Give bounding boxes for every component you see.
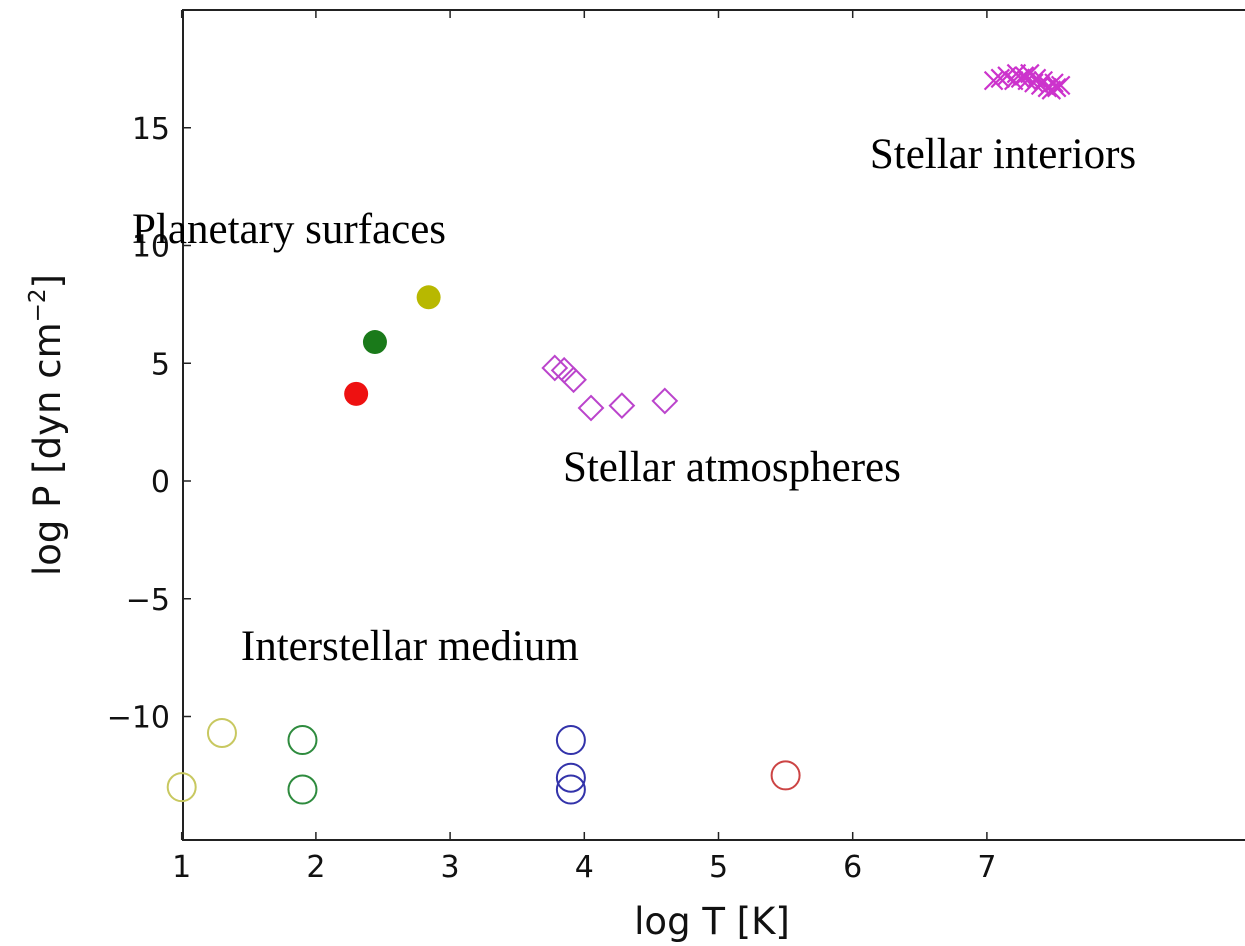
annotation-atmospheres: Stellar atmospheres <box>563 444 901 491</box>
annotation-interiors: Stellar interiors <box>870 131 1136 178</box>
data-point-open-diamond <box>651 387 679 415</box>
data-point-open-circle <box>166 772 197 803</box>
data-point-open-diamond <box>608 392 636 420</box>
y-axis-title-close: ] <box>26 274 69 288</box>
y-tick-label: 10 <box>132 230 170 265</box>
data-point-open-circle <box>555 774 586 805</box>
data-point-filled-circle <box>344 381 369 406</box>
x-tick-label: 3 <box>441 850 460 885</box>
data-points <box>166 63 1071 805</box>
x-tick-label: 2 <box>306 850 325 885</box>
x-tick-label: 4 <box>575 850 594 885</box>
data-point-x <box>1046 77 1067 98</box>
data-point-x <box>1044 73 1064 93</box>
y-tick-label: −5 <box>126 583 170 618</box>
annotation-ism: Interstellar medium <box>241 623 579 670</box>
y-tick-label: 15 <box>132 112 170 147</box>
data-point-open-diamond <box>577 394 605 422</box>
data-point-open-diamond <box>560 366 587 394</box>
data-point-open-circle <box>555 762 586 793</box>
x-tick-label: 7 <box>977 850 996 885</box>
annotation-planetary: Planetary surfaces <box>132 206 446 253</box>
plot-frame <box>182 9 1245 841</box>
data-point-x <box>1050 75 1071 96</box>
y-tick-label: 5 <box>151 347 170 382</box>
y-axis-title-exponent: −2 <box>25 288 51 322</box>
data-point-x <box>1010 68 1031 89</box>
data-point-x <box>1014 66 1035 86</box>
x-tick-label: 5 <box>709 850 728 885</box>
data-point-open-circle <box>206 717 237 748</box>
plot-border <box>182 9 1245 841</box>
data-point-open-circle <box>287 725 318 756</box>
x-axis-title: log T [K] <box>634 900 790 943</box>
data-point-x <box>1041 80 1062 100</box>
data-point-x <box>983 70 1004 91</box>
y-tick-label: 0 <box>151 465 170 500</box>
annotations: Stellar interiors Planetary surfaces Stell… <box>132 131 1136 670</box>
data-point-open-circle <box>287 774 318 805</box>
data-point-filled-circle <box>416 285 441 310</box>
y-axis-ticks: −10 −5 0 5 10 15 <box>107 112 191 736</box>
y-axis-title: log P [dyn cm−2] <box>25 274 69 576</box>
x-tick-label: 1 <box>172 850 191 885</box>
x-axis-ticks: 1 2 3 4 5 6 7 <box>172 10 996 885</box>
y-axis-title-main: log P [dyn cm <box>26 322 69 576</box>
data-point-open-diamond <box>541 354 569 382</box>
y-tick-label: −10 <box>107 701 170 736</box>
data-point-filled-circle <box>362 330 387 355</box>
data-point-open-circle <box>770 760 801 791</box>
data-point-open-circle <box>555 725 586 756</box>
x-tick-label: 6 <box>843 850 862 885</box>
